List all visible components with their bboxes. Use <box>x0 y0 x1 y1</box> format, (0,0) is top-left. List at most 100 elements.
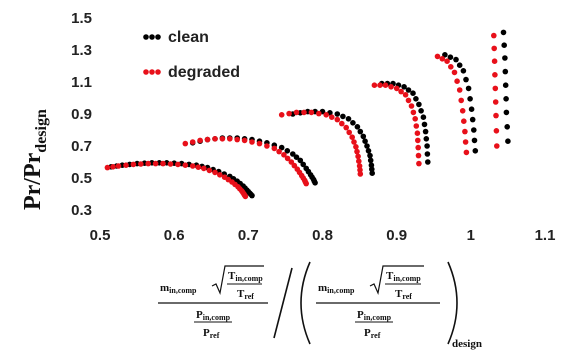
degraded-point <box>212 136 218 142</box>
clean-point <box>460 68 467 74</box>
degraded-point <box>329 114 335 120</box>
clean-point <box>293 154 300 160</box>
degraded-point <box>491 32 497 39</box>
clean-point <box>278 144 285 151</box>
degraded-point <box>195 164 202 170</box>
degraded-point <box>463 149 470 156</box>
clean-point <box>350 120 356 126</box>
degraded-point <box>413 123 420 129</box>
clean-point <box>410 90 416 96</box>
fx-left-sqrt <box>211 265 264 296</box>
degraded-point <box>355 153 361 160</box>
clean-point <box>364 143 370 149</box>
clean-point <box>463 76 469 83</box>
clean-point <box>312 180 318 186</box>
degraded-point <box>398 88 404 95</box>
x-tick-labels: 0.5 0.6 0.7 0.8 0.9 1 1.1 <box>90 227 556 244</box>
degraded-point <box>138 161 144 167</box>
clean-point <box>502 82 509 88</box>
degraded-point <box>271 145 278 152</box>
legend-marker-dot <box>143 69 149 75</box>
degraded-point <box>152 160 159 167</box>
degraded-point <box>492 85 499 92</box>
degraded-point <box>286 110 292 117</box>
degraded-point <box>175 161 181 168</box>
clean-point <box>354 124 361 130</box>
clean-point <box>362 138 368 144</box>
degraded-point <box>182 140 189 147</box>
degraded-point <box>303 180 310 187</box>
clean-point <box>367 152 373 159</box>
clean-point <box>501 42 508 48</box>
degraded-point <box>377 82 383 88</box>
clean-point <box>467 96 473 102</box>
x-tick-label: 0.9 <box>386 227 407 244</box>
x-tick-label: 0.5 <box>90 227 111 244</box>
degraded-point <box>130 161 137 168</box>
degraded-point <box>278 112 285 118</box>
degraded-point <box>408 103 415 109</box>
degraded-point <box>201 165 207 172</box>
x-tick-label: 0.7 <box>238 227 259 244</box>
y-tick-label: 1.1 <box>71 74 92 91</box>
fx-left-tden: Tref <box>237 288 254 301</box>
degraded-point <box>492 99 499 105</box>
clean-point <box>471 137 478 144</box>
degraded-point <box>492 72 498 78</box>
degraded-point <box>293 109 300 116</box>
degraded-point <box>405 97 412 104</box>
clean-point <box>503 109 510 116</box>
degraded-point <box>456 87 463 93</box>
degraded-point <box>189 139 196 145</box>
degraded-point <box>454 78 460 84</box>
data-points <box>104 29 511 200</box>
degraded-point <box>323 112 330 118</box>
degraded-point <box>414 130 421 136</box>
degraded-point <box>462 139 469 145</box>
clean-point <box>505 138 511 144</box>
clean-point <box>425 159 431 165</box>
fx-right-m: min,comp <box>318 282 355 295</box>
degraded-point <box>227 136 233 142</box>
y-axis-label: Pr/Prdesign <box>20 109 50 210</box>
degraded-point <box>410 109 417 116</box>
fx-left-pnum: Pin,comp <box>196 309 231 322</box>
fx-left-paren <box>300 261 311 345</box>
clean-point <box>290 151 296 157</box>
fx-right-pden: Pref <box>364 327 381 340</box>
clean-point <box>472 148 479 154</box>
legend-degraded-marker <box>143 69 161 75</box>
x-tick-label: 0.6 <box>164 227 185 244</box>
clean-point <box>422 128 429 135</box>
legend: clean degraded <box>143 29 240 81</box>
degraded-point <box>382 82 389 88</box>
degraded-point <box>308 109 315 116</box>
degraded-point <box>249 139 255 145</box>
degraded-point <box>339 120 345 127</box>
degraded-point <box>256 140 263 147</box>
y-tick-labels: 0.3 0.5 0.7 0.9 1.1 1.3 1.5 <box>71 10 92 219</box>
degraded-point <box>349 134 356 140</box>
y-tick-label: 1.3 <box>71 42 92 59</box>
degraded-point <box>462 128 468 135</box>
fx-right-paren <box>447 261 458 345</box>
clean-point <box>471 127 477 133</box>
degraded-point <box>189 163 196 169</box>
clean-point <box>453 56 459 63</box>
clean-point <box>334 111 341 117</box>
fx-left-pden: Pref <box>203 327 220 340</box>
degraded-point <box>402 92 409 98</box>
fx-left-tnum: Tin,comp <box>228 270 263 283</box>
degraded-point <box>206 167 213 174</box>
clean-point <box>423 136 430 142</box>
legend-marker-dot <box>155 69 161 75</box>
degraded-point <box>264 143 270 149</box>
fx-left-m: min,comp <box>160 282 197 295</box>
degraded-point <box>197 137 203 144</box>
y-axis-label-main: Pr/Pr <box>20 152 46 210</box>
degraded-point <box>145 160 151 167</box>
degraded-point <box>334 116 341 123</box>
degraded-point <box>353 144 359 150</box>
clean-point <box>502 55 508 61</box>
x-tick-label: 1.1 <box>535 227 556 244</box>
